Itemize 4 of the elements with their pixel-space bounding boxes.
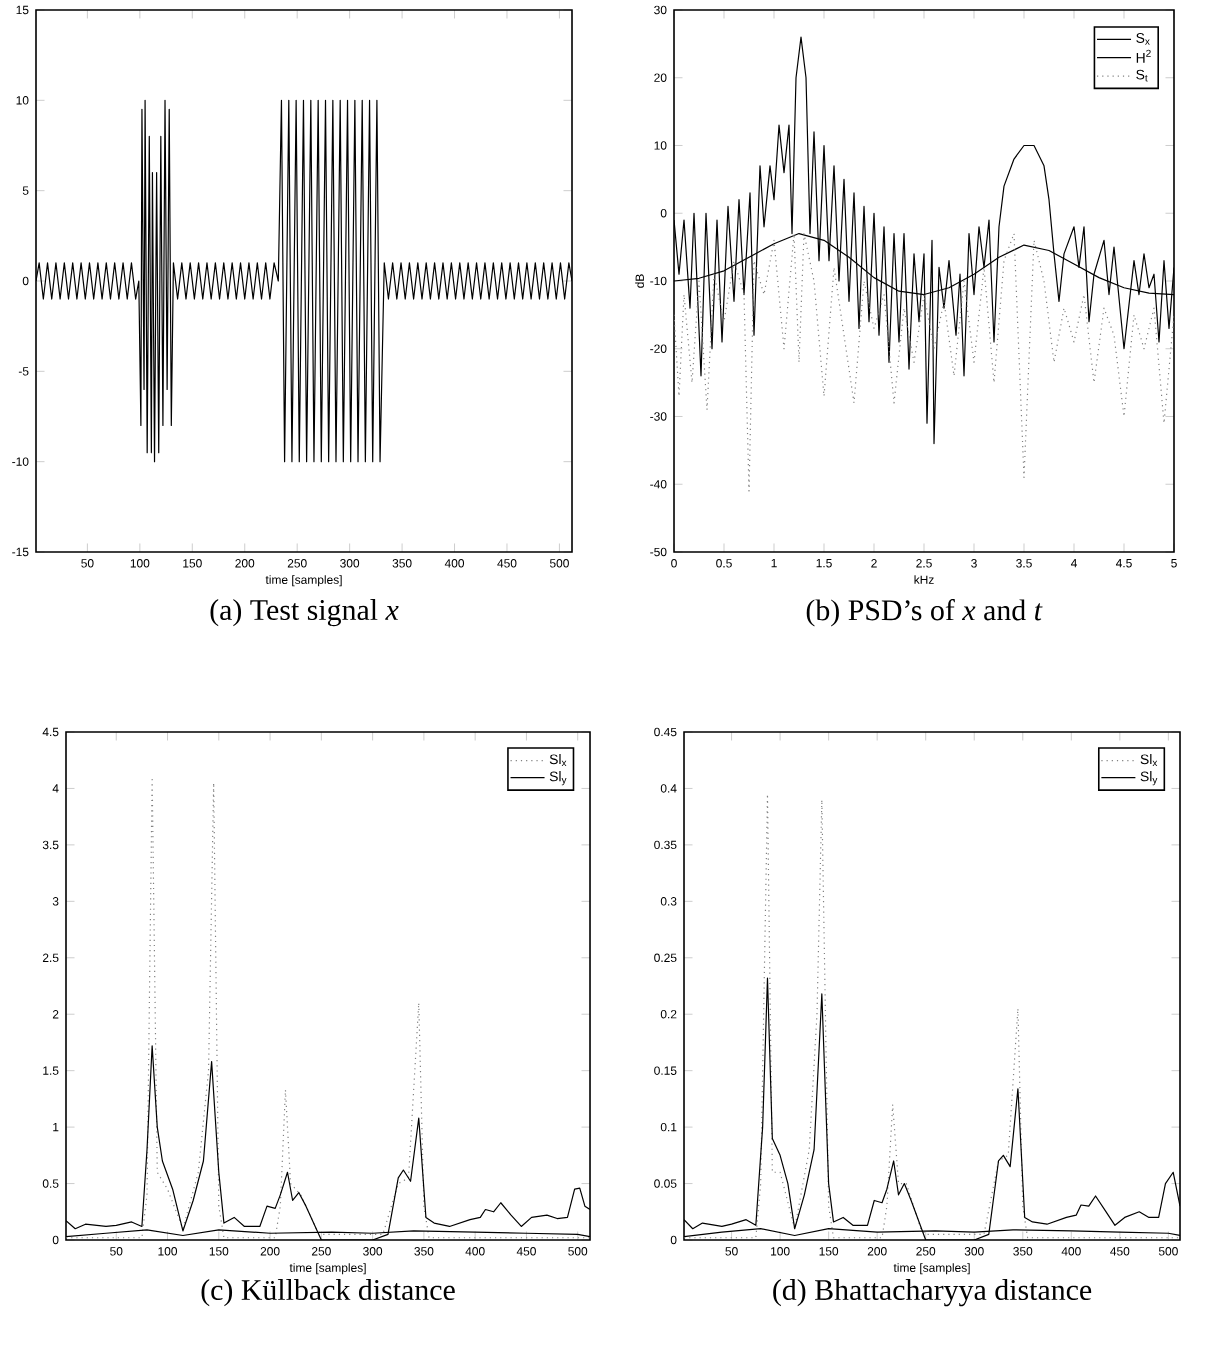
text: (a) Test signal x [210,599,399,627]
text: (d) Bhattacharyya distance [773,1279,1092,1307]
text: (c) Küllback distance [201,1279,455,1307]
text: (b) PSD’s of x and t [806,599,1043,627]
